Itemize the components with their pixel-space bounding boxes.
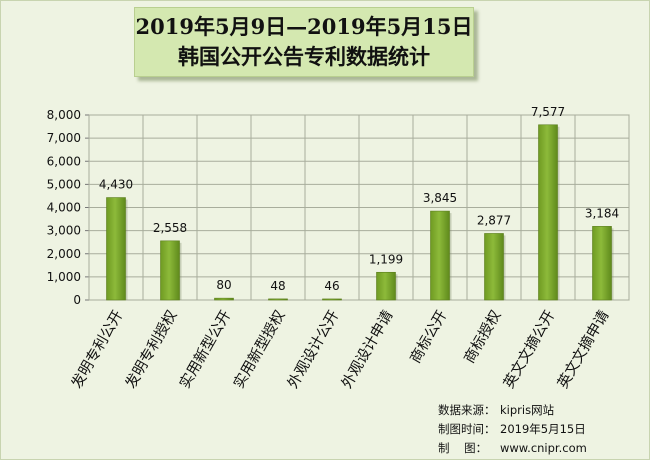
bar: [269, 299, 288, 300]
data-label: 1,199: [369, 252, 403, 266]
y-tick-label: 3,000: [47, 224, 81, 238]
y-tick-label: 5,000: [47, 177, 81, 191]
x-tick-label: 实用新型公开: [176, 308, 234, 392]
data-label: 80: [216, 278, 231, 292]
source-label: 数据来源：: [438, 401, 500, 419]
chart-time-value: 2019年5月15日: [500, 422, 586, 436]
data-label: 48: [270, 279, 285, 293]
data-label: 46: [324, 279, 339, 293]
bar: [431, 211, 450, 300]
x-tick-label: 外观设计申请: [338, 308, 396, 392]
y-tick-label: 8,000: [47, 108, 81, 122]
x-tick-label: 商标公开: [407, 308, 451, 367]
y-tick-label: 1,000: [47, 270, 81, 284]
data-label: 2,877: [477, 213, 511, 227]
data-label: 7,577: [531, 105, 565, 119]
y-tick-label: 0: [73, 293, 81, 307]
bar: [161, 241, 180, 300]
source-row-author: 制 图：www.cnipr.com: [438, 439, 587, 457]
bar: [485, 233, 504, 300]
x-tick-label: 实用新型授权: [230, 307, 288, 391]
x-tick-label: 发明专利授权: [122, 307, 180, 391]
bar: [539, 125, 558, 300]
bar: [107, 198, 126, 300]
y-tick-label: 6,000: [47, 154, 81, 168]
source-info: 数据来源：kipris网站 制图时间：2019年5月15日 制 图：www.cn…: [438, 401, 648, 459]
source-row-data: 数据来源：kipris网站: [438, 401, 554, 419]
data-label: 4,430: [99, 178, 133, 192]
chart-time-label: 制图时间：: [438, 420, 500, 438]
source-row-time: 制图时间：2019年5月15日: [438, 420, 586, 438]
bar: [323, 299, 342, 300]
x-tick-label: 发明专利公开: [68, 308, 126, 392]
author-label: 制 图：: [438, 439, 500, 457]
y-tick-label: 2,000: [47, 247, 81, 261]
x-tick-label: 英文文摘公开: [499, 307, 558, 391]
y-tick-label: 4,000: [47, 201, 81, 215]
data-label: 3,184: [585, 206, 619, 220]
x-tick-label: 英文文摘申请: [553, 307, 612, 391]
bar: [593, 226, 612, 300]
x-tick-label: 商标授权: [461, 307, 505, 366]
data-label: 3,845: [423, 191, 457, 205]
source-value: kipris网站: [500, 403, 554, 417]
x-tick-label: 外观设计公开: [284, 308, 342, 392]
y-tick-label: 7,000: [47, 131, 81, 145]
author-value: www.cnipr.com: [500, 441, 587, 455]
bar: [215, 298, 234, 300]
data-label: 2,558: [153, 221, 187, 235]
bar: [377, 272, 396, 300]
